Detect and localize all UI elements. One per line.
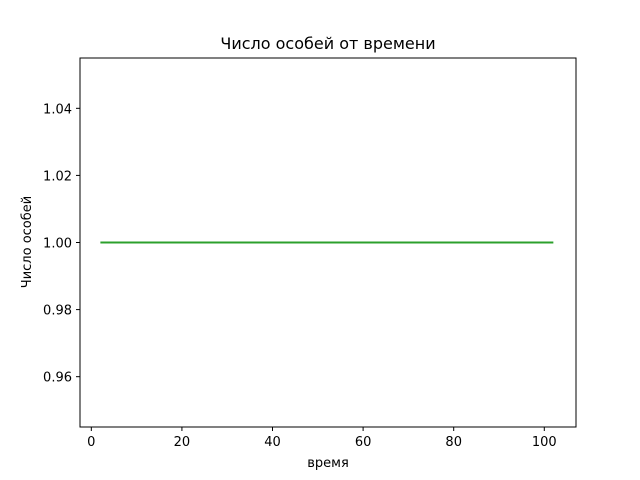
x-tick-label: 0 xyxy=(87,435,95,450)
x-tick-label: 20 xyxy=(174,435,191,450)
y-tick-label: 0.96 xyxy=(43,371,72,386)
y-axis-label: Число особей xyxy=(20,196,35,288)
y-tick-label: 0.98 xyxy=(43,304,72,319)
x-axis: 0 20 40 60 80 100 xyxy=(87,427,557,450)
x-tick-label: 80 xyxy=(445,435,462,450)
y-tick-label: 1.02 xyxy=(43,169,72,184)
x-tick-label: 60 xyxy=(355,435,372,450)
x-axis-label: время xyxy=(307,456,349,471)
x-tick-label: 100 xyxy=(532,435,557,450)
y-axis: 0.96 0.98 1.00 1.02 1.04 xyxy=(43,102,80,386)
y-tick-label: 1.00 xyxy=(43,237,72,252)
x-tick-label: 40 xyxy=(264,435,281,450)
chart-title: Число особей от времени xyxy=(220,34,435,53)
y-tick-label: 1.04 xyxy=(43,102,72,117)
